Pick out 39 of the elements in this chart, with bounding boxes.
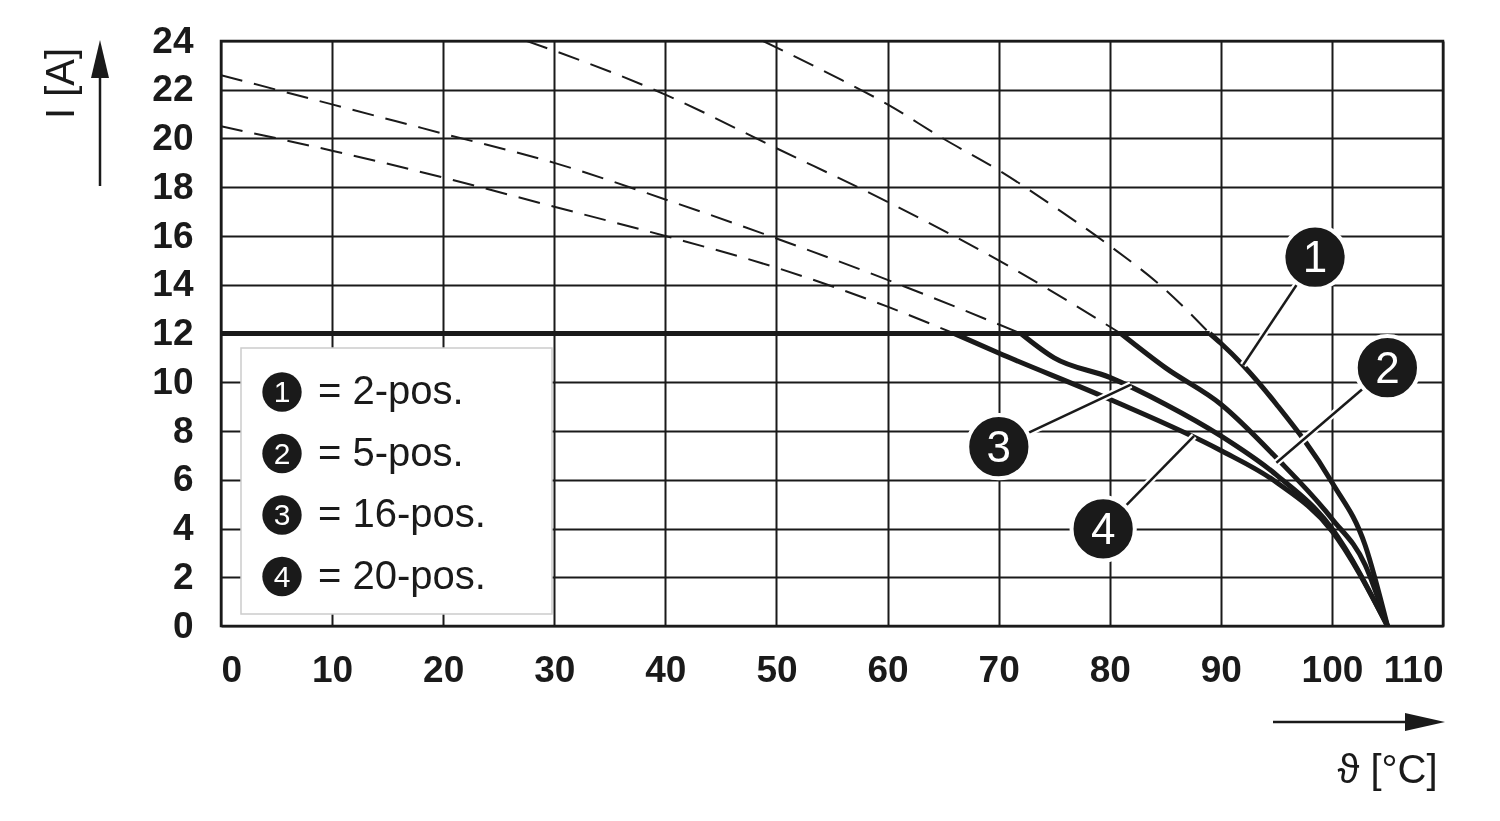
x-tick-label: 80 — [1089, 648, 1131, 690]
x-tick-label: 40 — [645, 648, 687, 690]
y-tick-label: 18 — [152, 165, 194, 207]
y-tick-label: 10 — [152, 360, 194, 402]
y-axis-title: I [A] — [37, 47, 82, 120]
x-tick-label: 70 — [978, 648, 1020, 690]
legend-label: = 5-pos. — [318, 429, 464, 474]
legend-label: = 16-pos. — [318, 491, 486, 535]
text: 2 — [273, 436, 291, 470]
y-tick-label: 24 — [152, 19, 194, 61]
y-tick-label: 22 — [152, 68, 194, 110]
y-tick-label: 4 — [172, 507, 194, 548]
x-axis-title: ϑ [°C] — [1337, 746, 1438, 791]
text: 1 — [273, 375, 291, 408]
legend-label: = 2-pos. — [318, 368, 464, 412]
x-tick-label: 110 — [1383, 648, 1444, 690]
text: 3 — [273, 498, 291, 531]
x-tick-label: 30 — [534, 648, 576, 690]
annotation: 4 — [1090, 503, 1116, 553]
y-tick-label: 16 — [152, 214, 194, 256]
text: 4 — [273, 559, 291, 593]
x-tick-label: 100 — [1301, 648, 1364, 690]
x-tick-label: 0 — [221, 648, 243, 690]
x-tick-label: 20 — [423, 648, 465, 690]
y-tick-label: 20 — [152, 117, 194, 158]
y-tick-label: 2 — [172, 555, 194, 597]
annotation: 3 — [986, 421, 1012, 471]
y-tick-label: 8 — [172, 409, 194, 451]
x-tick-label: 50 — [756, 648, 798, 690]
x-tick-label: 90 — [1200, 648, 1242, 690]
legend-label: = 20-pos. — [318, 552, 486, 597]
x-tick-label: 10 — [312, 648, 354, 690]
x-tick-label: 60 — [867, 648, 909, 690]
annotation: 2 — [1375, 342, 1400, 392]
y-tick-label: 14 — [152, 263, 194, 305]
y-tick-label: 0 — [172, 604, 194, 646]
y-tick-label: 6 — [172, 458, 194, 500]
annotation: 1 — [1302, 232, 1328, 282]
y-tick-label: 12 — [152, 312, 194, 353]
